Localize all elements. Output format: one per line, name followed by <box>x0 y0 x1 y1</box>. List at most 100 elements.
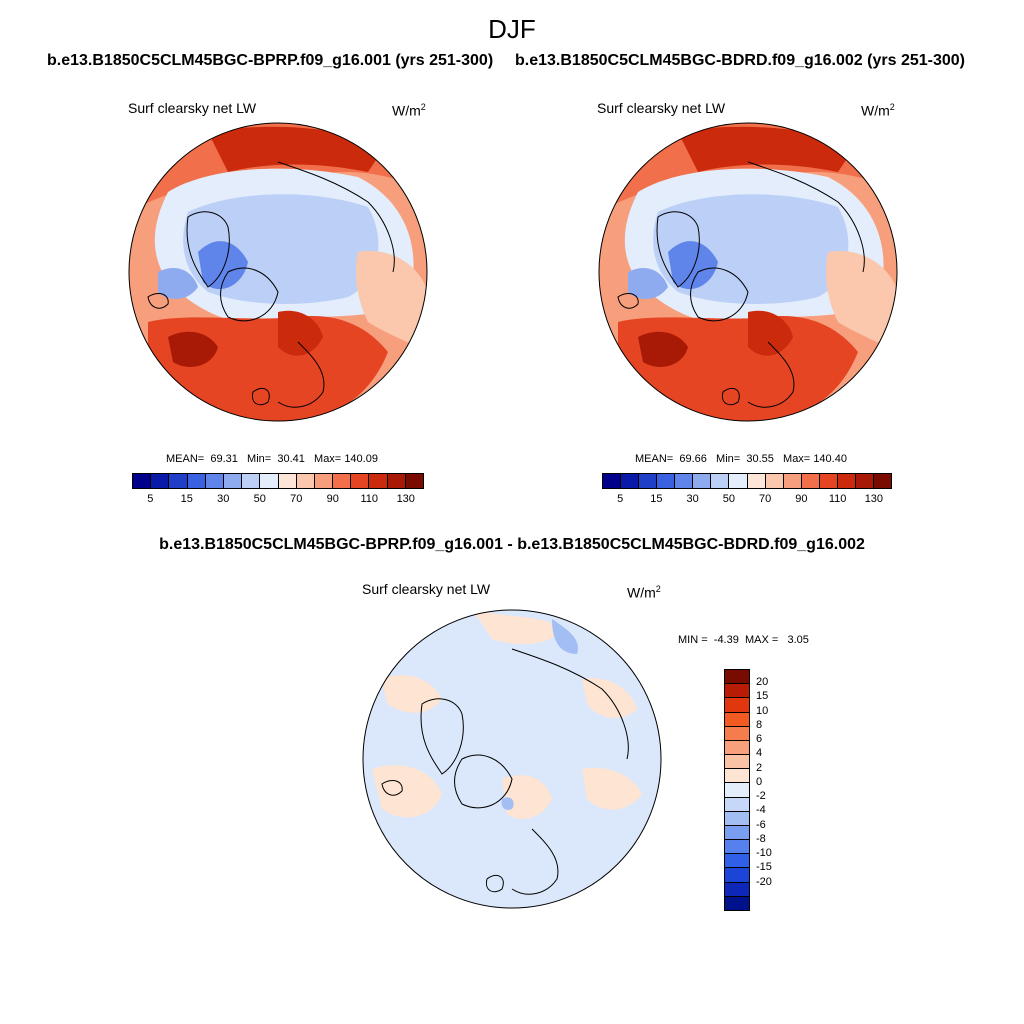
colorbar-tick-label: 110 <box>360 493 379 505</box>
coastline-siberia <box>511 648 629 760</box>
colorbar-swatch <box>725 684 749 699</box>
coastline-hudson <box>617 293 639 309</box>
colorbar-swatch <box>169 474 188 488</box>
map-region-norwegian-sea <box>278 310 323 356</box>
colorbar-tick-label: 110 <box>828 493 847 505</box>
map-boundary-difference <box>362 609 662 909</box>
colorbar-swatch <box>725 740 749 756</box>
coastline-greenland <box>690 267 749 322</box>
colorbar-level-label: 8 <box>756 718 763 731</box>
colorbar-tick-label: 50 <box>722 493 735 505</box>
polar-map-left <box>128 122 428 422</box>
colorbar-tick-label: 70 <box>290 493 303 505</box>
colorbar-tick-label: 70 <box>759 493 772 505</box>
colorbar-swatch <box>405 474 423 488</box>
diff-region-cool-center <box>501 797 514 810</box>
coastline-hudson <box>381 780 403 796</box>
variable-label-diff: Surf clearsky net LW <box>362 581 491 597</box>
colorbar-swatch <box>747 474 766 488</box>
colorbar-level-label: -4 <box>756 804 766 817</box>
map-region-archipelago-blue <box>198 241 248 290</box>
colorbar-level-label: 4 <box>756 747 763 760</box>
map-region-labrador-sea <box>638 331 688 367</box>
colorbar-swatch <box>765 474 784 488</box>
map-region-norwegian-sea <box>748 310 793 356</box>
colorbar-left-ticks: 5 15 30 50 70 90 110 130 <box>132 493 424 507</box>
colorbar-swatch <box>621 474 640 488</box>
colorbar-level-label: 20 <box>756 676 769 689</box>
colorbar-swatch <box>693 474 712 488</box>
season-title: DJF <box>488 14 536 44</box>
colorbar-swatch <box>314 474 334 488</box>
colorbar-swatch <box>725 698 749 713</box>
colorbar-level-label: 0 <box>756 775 763 788</box>
coastline-scandinavia <box>511 828 559 895</box>
colorbar-level-label: -8 <box>756 832 766 845</box>
coastline-canada <box>656 211 700 288</box>
colorbar-swatch <box>223 474 243 488</box>
colorbar-left <box>132 473 424 489</box>
units-label-right: W/m2 <box>861 102 895 119</box>
colorbar-swatch <box>819 474 838 488</box>
colorbar-swatch <box>187 474 206 488</box>
colorbar-level-label: 10 <box>756 704 769 717</box>
colorbar-level-label: -20 <box>756 875 772 888</box>
variable-label-left: Surf clearsky net LW <box>128 100 257 116</box>
diff-region-warm-w <box>372 765 442 818</box>
map-region-canada-blue <box>158 267 198 299</box>
colorbar-swatch <box>278 474 297 488</box>
run-title-right: b.e13.B1850C5CLM45BGC-BDRD.f09_g16.002 (… <box>515 52 965 69</box>
colorbar-level-label: 6 <box>756 733 763 746</box>
colorbar-tick-label: 130 <box>864 493 884 505</box>
colorbar-swatch <box>725 896 749 910</box>
map-region-atlantic-warm <box>618 316 858 421</box>
coastline-canada <box>186 211 230 288</box>
colorbar-level-label: -15 <box>756 861 772 874</box>
colorbar-swatch <box>725 755 749 770</box>
diff-region-warm-e <box>582 767 642 810</box>
colorbar-difference <box>724 669 750 911</box>
coastline-britain <box>721 387 740 406</box>
coastline-siberia <box>277 161 395 273</box>
colorbar-swatch <box>873 474 891 488</box>
colorbar-level-label: -2 <box>756 790 766 803</box>
difference-title: b.e13.B1850C5CLM45BGC-BPRP.f09_g16.001 -… <box>159 536 865 553</box>
coastline-britain <box>251 387 270 406</box>
stats-left: MEAN= 69.31 Min= 30.41 Max= 140.09 <box>166 453 378 465</box>
coastline-hudson <box>147 293 169 309</box>
map-boundary-left <box>128 122 428 422</box>
colorbar-swatch <box>711 474 730 488</box>
colorbar-right <box>602 473 892 489</box>
diff-background <box>363 610 661 908</box>
colorbar-swatch <box>801 474 820 488</box>
colorbar-difference-labels: 20 15 10 8 6 4 2 0 -2 -4 -6 -8 -10 -15 -20 <box>756 669 796 911</box>
coastline-scandinavia <box>747 341 795 408</box>
stats-right: MEAN= 69.66 Min= 30.55 Max= 140.40 <box>635 453 847 465</box>
colorbar-level-label: -10 <box>756 847 772 860</box>
colorbar-tick-label: 90 <box>326 493 339 505</box>
map-region-atlantic-warm <box>148 316 388 421</box>
colorbar-swatch <box>725 882 749 897</box>
diff-region-warm-center <box>502 775 552 819</box>
map-region-labrador-sea <box>168 331 218 367</box>
polar-map-right <box>598 122 898 422</box>
coastline-scandinavia <box>277 341 325 408</box>
polar-map-difference <box>362 609 662 909</box>
colorbar-right-ticks: 5 15 30 50 70 90 110 130 <box>602 493 892 507</box>
colorbar-swatch <box>205 474 224 488</box>
colorbar-swatch <box>387 474 406 488</box>
colorbar-swatch <box>657 474 676 488</box>
colorbar-tick-label: 30 <box>217 493 230 505</box>
variable-label-right: Surf clearsky net LW <box>597 100 726 116</box>
colorbar-swatch <box>725 769 749 784</box>
colorbar-level-label: 15 <box>756 690 769 703</box>
colorbar-swatch <box>725 825 749 841</box>
units-label-diff: W/m2 <box>627 584 661 601</box>
coastline-greenland <box>220 267 279 322</box>
colorbar-swatch <box>725 854 749 869</box>
diff-region-warm-north <box>472 610 562 645</box>
colorbar-swatch <box>725 840 749 855</box>
colorbar-swatch <box>639 474 658 488</box>
coastline-siberia <box>747 161 865 273</box>
map-region-eurasia-warm <box>826 251 897 352</box>
